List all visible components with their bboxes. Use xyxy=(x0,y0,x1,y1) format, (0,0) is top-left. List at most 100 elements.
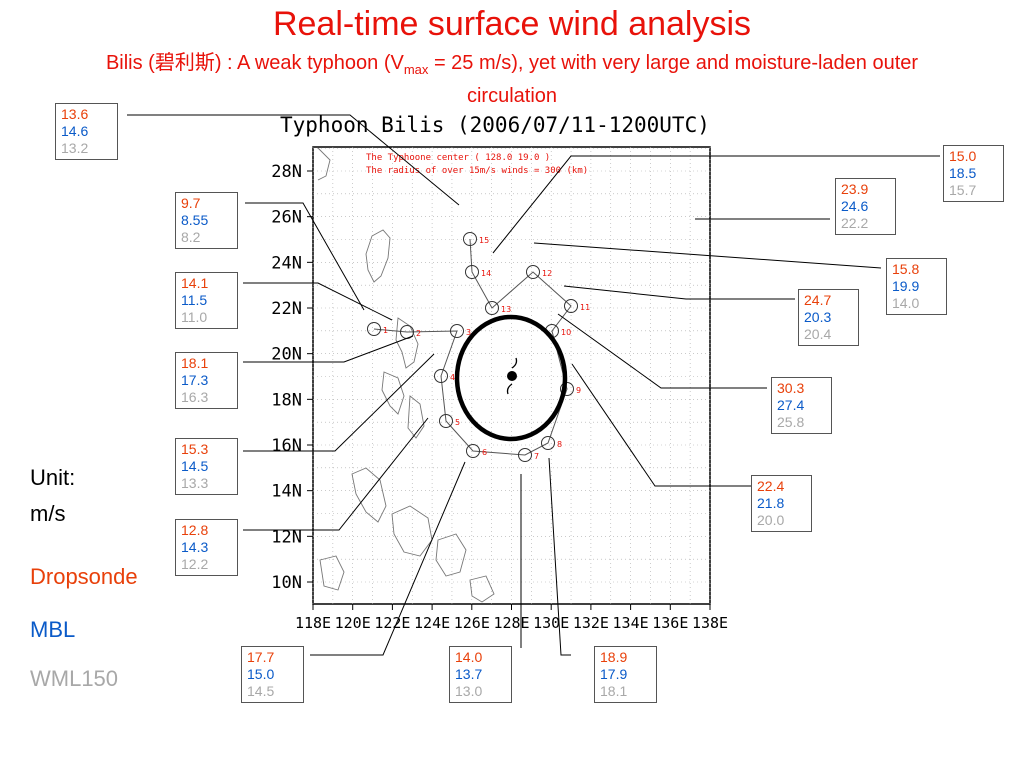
wml150-value: 20.4 xyxy=(804,326,832,342)
mbl-value: 8.55 xyxy=(181,212,209,228)
observation-point xyxy=(439,414,453,428)
y-tick-label: 24N xyxy=(271,253,302,273)
legend-wml150: WML150 xyxy=(30,666,119,691)
subtitle-text-end: = 25 m/s), yet with very large and moist… xyxy=(428,52,919,107)
value-box: 18.1 17.3 16.3 xyxy=(175,352,238,409)
value-box: 13.6 14.6 13.2 xyxy=(55,103,118,160)
value-box: 15.8 19.9 14.0 xyxy=(886,258,947,315)
dropsonde-value: 15.8 xyxy=(892,261,920,277)
dropsonde-value: 17.7 xyxy=(247,649,275,665)
dropsonde-value: 14.0 xyxy=(455,649,483,665)
y-tick-label: 12N xyxy=(271,527,302,547)
slide-title: Real-time surface wind analysis xyxy=(272,5,752,43)
dropsonde-value: 9.7 xyxy=(181,195,201,211)
observation-point-label: 12 xyxy=(542,269,552,278)
value-box: 24.7 20.3 20.4 xyxy=(798,289,859,346)
mbl-value: 17.9 xyxy=(600,666,628,682)
flight-track xyxy=(373,238,572,456)
value-box: 22.4 21.8 20.0 xyxy=(751,475,812,532)
x-tick-label: 122E xyxy=(374,614,410,632)
x-tick-label: 136E xyxy=(652,614,688,632)
y-tick-label: 20N xyxy=(271,345,302,365)
wml150-value: 16.3 xyxy=(181,389,209,405)
observation-point-label: 5 xyxy=(455,418,460,427)
dropsonde-value: 30.3 xyxy=(777,380,805,396)
observation-point-label: 6 xyxy=(482,448,487,457)
observation-point-label: 15 xyxy=(479,236,489,245)
x-axis: 118E 120E 122E 124E 126E 128E 130E 132E 134E 136E… xyxy=(295,604,728,632)
y-axis: 28N 26N 24N 22N 20N 18N 16N 14N 12N 10N xyxy=(271,162,313,593)
dropsonde-value: 22.4 xyxy=(757,478,785,494)
observation-point-label: 9 xyxy=(576,386,581,395)
observation-point xyxy=(564,299,578,313)
wml150-value: 22.2 xyxy=(841,215,869,231)
y-tick-label: 26N xyxy=(271,208,302,228)
mbl-value: 15.0 xyxy=(247,666,275,682)
mbl-value: 14.6 xyxy=(61,123,89,139)
value-box: 9.7 8.55 8.2 xyxy=(175,192,238,249)
y-tick-label: 18N xyxy=(271,390,302,410)
x-tick-label: 128E xyxy=(493,614,529,632)
observation-point xyxy=(526,265,540,279)
dropsonde-value: 23.9 xyxy=(841,181,869,197)
observation-point xyxy=(466,444,480,458)
y-tick-label: 14N xyxy=(271,482,302,502)
wind-radius-ellipse xyxy=(454,314,568,442)
radius-annotation: The radius of over 15m/s winds = 300 (km… xyxy=(366,166,588,176)
mbl-value: 20.3 xyxy=(804,309,832,325)
dropsonde-value: 15.3 xyxy=(181,441,209,457)
dropsonde-value: 12.8 xyxy=(181,522,209,538)
x-tick-label: 118E xyxy=(295,614,331,632)
mbl-value: 13.7 xyxy=(455,666,483,682)
wml150-value: 13.3 xyxy=(181,475,209,491)
value-box: 14.1 11.5 11.0 xyxy=(175,272,238,329)
observation-point-label: 1 xyxy=(383,326,388,335)
observation-point xyxy=(485,301,499,315)
subtitle-text: Bilis (碧利斯) : A weak typhoon (V xyxy=(105,52,404,74)
typhoon-symbol-icon xyxy=(506,357,518,395)
observation-point-label: 7 xyxy=(534,452,539,461)
wml150-value: 13.2 xyxy=(61,140,89,156)
y-tick-label: 10N xyxy=(271,573,302,593)
value-box: 17.7 15.0 14.5 xyxy=(241,646,304,703)
center-annotation: The Typhoone center ( 128.0 19.0 ) xyxy=(366,153,550,163)
observation-point-label: 10 xyxy=(561,328,571,337)
value-box: 18.9 17.9 18.1 xyxy=(594,646,657,703)
mbl-value: 19.9 xyxy=(892,278,920,294)
wml150-value: 13.0 xyxy=(455,683,483,699)
x-tick-label: 132E xyxy=(573,614,609,632)
dropsonde-value: 15.0 xyxy=(949,148,977,164)
wml150-value: 18.1 xyxy=(600,683,628,699)
value-box: 12.8 14.3 12.2 xyxy=(175,519,238,576)
observation-point-label: 14 xyxy=(481,269,491,278)
observation-point-label: 3 xyxy=(466,328,471,337)
x-tick-label: 134E xyxy=(613,614,649,632)
mbl-value: 17.3 xyxy=(181,372,209,388)
wml150-value: 8.2 xyxy=(181,229,201,245)
mbl-value: 11.5 xyxy=(181,292,208,308)
observation-point xyxy=(518,448,532,462)
unit-label: Unit: xyxy=(30,465,76,490)
wml150-value: 14.5 xyxy=(247,683,275,699)
observation-point-label: 4 xyxy=(450,373,455,382)
coastlines xyxy=(317,147,495,603)
wml150-value: 25.8 xyxy=(777,414,805,430)
observation-point-label: 13 xyxy=(501,305,511,314)
x-tick-label: 126E xyxy=(454,614,490,632)
value-box: 14.0 13.7 13.0 xyxy=(449,646,512,703)
dropsonde-value: 13.6 xyxy=(61,106,89,122)
mbl-value: 27.4 xyxy=(777,397,805,413)
observation-point-label: 2 xyxy=(416,329,421,338)
dropsonde-value: 24.7 xyxy=(804,292,832,308)
observation-point xyxy=(463,232,477,246)
mbl-value: 24.6 xyxy=(841,198,869,214)
y-tick-label: 22N xyxy=(271,299,302,319)
wml150-value: 14.0 xyxy=(892,295,920,311)
y-tick-label: 16N xyxy=(271,436,302,456)
value-box: 15.3 14.5 13.3 xyxy=(175,438,238,495)
legend-mbl: MBL xyxy=(30,617,76,642)
observation-point xyxy=(367,322,381,336)
observation-point xyxy=(541,436,555,450)
observation-point xyxy=(434,369,448,383)
